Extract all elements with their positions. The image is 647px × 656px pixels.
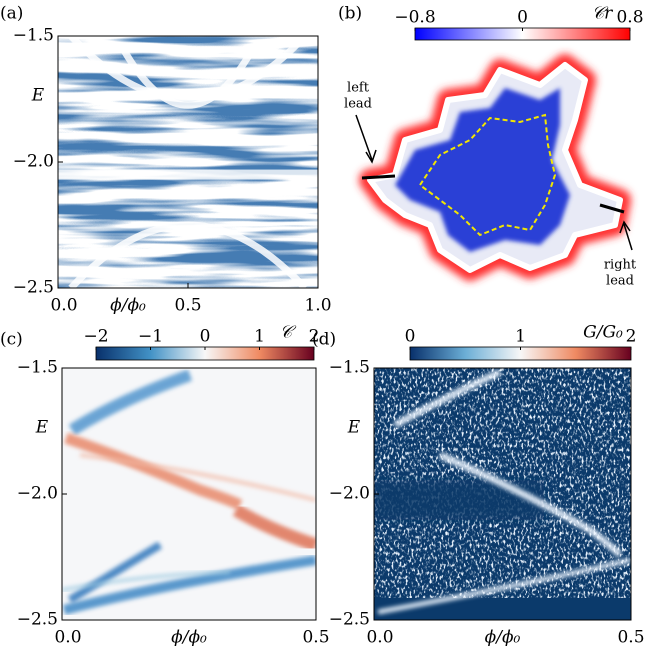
colorbar-label: 𝒞: [280, 323, 297, 343]
band-highlight: [68, 221, 308, 288]
heatmap-texture: [58, 36, 318, 288]
panel-label: (a): [0, 4, 23, 24]
x-axis-label: ϕ/ϕ₀: [171, 628, 207, 648]
colorbar-tick-label: −2: [83, 327, 108, 347]
y-tick-label: −2.0: [17, 484, 58, 504]
colorbar-tick-label: 1: [254, 327, 265, 347]
x-tick-label: 0.0: [50, 296, 77, 316]
heatmap-band: [68, 369, 193, 436]
inner-boundary: [418, 113, 557, 237]
panel-label: (b): [338, 4, 362, 24]
band-highlight: [119, 46, 257, 109]
colorbar-tick-label: −0.8: [394, 8, 435, 28]
band-highlight: [58, 169, 318, 180]
x-tick-label: 0.0: [366, 628, 393, 648]
x-tick-label: 1.0: [304, 296, 331, 316]
heatmap-band: [79, 453, 316, 502]
colorbar-label: 𝒞r: [592, 4, 613, 24]
heatmap-band: [393, 368, 502, 429]
colorbar-tick-label: 2: [626, 327, 637, 347]
arrow: [355, 114, 377, 164]
heatmap-band: [67, 541, 163, 604]
annotation: lead: [344, 97, 372, 112]
colorbar-tick-label: 0: [405, 327, 416, 347]
arrow: [619, 220, 633, 251]
lattice-bulk: [395, 88, 570, 252]
y-tick-label: −2.5: [329, 610, 370, 630]
y-axis-label: E: [347, 418, 361, 438]
panel-label: (c): [0, 330, 23, 350]
colorbar-tick-label: 0.8: [616, 8, 643, 28]
heatmap-band: [438, 451, 623, 558]
heatmap: [62, 368, 316, 620]
x-axis-label: ϕ/ϕ₀: [485, 628, 521, 648]
y-axis-label: E: [35, 418, 49, 438]
y-tick-label: −1.5: [17, 358, 58, 378]
x-tick-label: 0.5: [302, 628, 329, 648]
band-highlight: [68, 36, 308, 103]
x-tick-label: 0.5: [174, 296, 201, 316]
heatmap-band: [62, 570, 231, 592]
annotation: left: [347, 81, 370, 96]
heatmap-band: [232, 504, 316, 552]
y-tick-label: −2.5: [13, 278, 54, 298]
colorbar-tick-label: −1: [138, 327, 163, 347]
x-tick-label: 0.0: [54, 628, 81, 648]
y-tick-label: −2.0: [329, 484, 370, 504]
heatmap-band: [62, 555, 316, 615]
x-axis-label: ϕ/ϕ₀: [110, 296, 146, 316]
y-tick-label: −1.5: [13, 26, 54, 46]
heatmap: [58, 36, 318, 288]
colorbar-label: G/G₀: [583, 323, 623, 343]
heatmap-dark-band: [374, 480, 544, 520]
colorbar-tick-label: 0: [200, 327, 211, 347]
y-axis-label: E: [31, 86, 45, 106]
lattice-map: [355, 54, 633, 281]
heatmap-band: [64, 432, 243, 510]
colorbar-tick-label: 0: [517, 8, 528, 28]
colorbar-tick-label: 2: [309, 327, 320, 347]
y-tick-label: −1.5: [329, 358, 370, 378]
panel-label: (d): [312, 330, 336, 350]
lead: [361, 174, 625, 214]
annotation: right: [604, 258, 637, 273]
heatmap: [374, 368, 631, 620]
heatmap-band: [377, 557, 631, 615]
x-tick-label: 0.5: [617, 628, 644, 648]
y-tick-label: −2.0: [13, 152, 54, 172]
y-tick-label: −2.5: [17, 610, 58, 630]
annotation: lead: [606, 274, 634, 289]
colorbar-tick-label: 1: [515, 327, 526, 347]
